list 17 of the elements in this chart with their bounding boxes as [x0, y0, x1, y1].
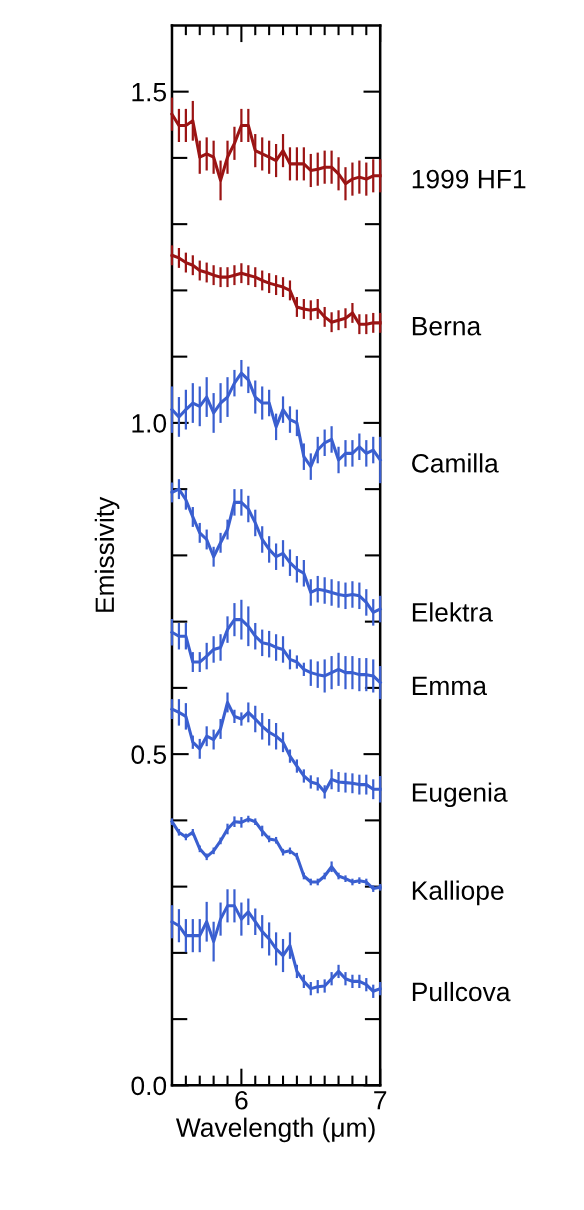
series-label: Pullcova [412, 981, 511, 1002]
y-axis-title: Emissivity [94, 496, 120, 612]
series-label: 1999 HF1 [412, 169, 526, 189]
y-tick-label: 0.5 [131, 745, 167, 764]
line-series [170, 817, 382, 891]
x-axis-title: Wavelength (μm) [175, 1117, 375, 1143]
series-label: Eugenia [412, 782, 508, 808]
x-tick-label: 7 [374, 1091, 387, 1110]
x-tick-label: 6 [235, 1090, 248, 1110]
series-label: Elektra [412, 602, 493, 622]
series-label: Kalliope [412, 880, 504, 906]
series-label: Berna [412, 317, 482, 336]
y-tick-label: 1.5 [132, 83, 167, 102]
series-label: Emma [412, 676, 487, 696]
series-label: Camilla [412, 453, 499, 473]
y-tick-label: 0.0 [131, 1076, 167, 1096]
y-tick-label: 1.0 [132, 414, 167, 433]
